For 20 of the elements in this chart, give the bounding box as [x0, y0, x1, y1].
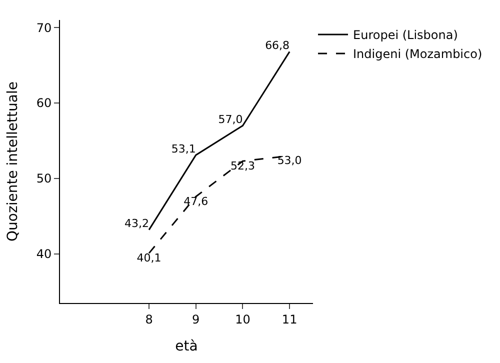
y-tick-label: 70	[36, 20, 52, 35]
data-label: 66,8	[265, 38, 290, 52]
x-tick-label: 8	[145, 312, 153, 326]
x-tick-label: 9	[192, 312, 200, 326]
y-tick-label: 60	[36, 96, 52, 110]
y-tick-label: 40	[36, 247, 52, 262]
x-axis-title: età	[175, 338, 198, 355]
data-label: 52,3	[230, 159, 255, 172]
y-tick-label: 50	[36, 172, 52, 186]
x-tick-label: 11	[282, 312, 298, 326]
data-label: 40,1	[136, 251, 162, 264]
data-label: 53,0	[277, 154, 302, 168]
data-label: 47,6	[184, 194, 208, 208]
data-label: 43,2	[124, 217, 150, 230]
x-tick-label: 10	[235, 312, 250, 326]
data-label: 53,1	[171, 142, 196, 156]
data-label: 57,0	[218, 112, 243, 126]
legend-label: Indigeni (Mozambico)	[353, 47, 482, 62]
y-axis-title: Quoziente intellettuale	[4, 82, 21, 242]
legend-label: Europei (Lisbona)	[353, 28, 458, 42]
